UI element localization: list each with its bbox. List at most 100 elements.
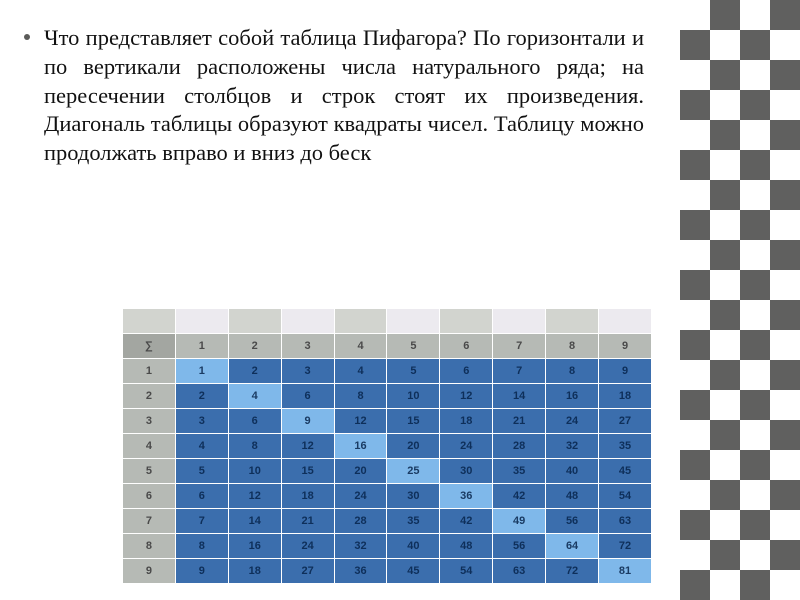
table-cell: 63 xyxy=(599,509,652,534)
table-col-header: 1 xyxy=(175,334,228,359)
table-col-header: 9 xyxy=(599,334,652,359)
table-cell: 27 xyxy=(281,559,334,584)
table-row-header: 9 xyxy=(123,559,176,584)
paragraph-text: Что представляет собой таблица Пифагора?… xyxy=(44,24,644,168)
table-corner: ∑ xyxy=(123,334,176,359)
table-cell: 14 xyxy=(228,509,281,534)
table-cell-diagonal: 1 xyxy=(175,359,228,384)
table-blank-cell xyxy=(493,309,546,334)
table-cell: 32 xyxy=(546,434,599,459)
table-cell: 27 xyxy=(599,409,652,434)
table-row-header: 5 xyxy=(123,459,176,484)
table-cell: 9 xyxy=(599,359,652,384)
table-cell: 45 xyxy=(387,559,440,584)
table-row-header: 3 xyxy=(123,409,176,434)
table-blank-cell xyxy=(440,309,493,334)
pythagoras-table: ∑123456789112345678922468101214161833691… xyxy=(122,308,652,584)
table-cell: 20 xyxy=(334,459,387,484)
table-row-header: 4 xyxy=(123,434,176,459)
table-cell: 12 xyxy=(440,384,493,409)
table-cell: 18 xyxy=(440,409,493,434)
table-cell: 48 xyxy=(440,534,493,559)
table-cell: 21 xyxy=(493,409,546,434)
table-cell: 30 xyxy=(440,459,493,484)
table-cell: 40 xyxy=(546,459,599,484)
table-cell: 12 xyxy=(281,434,334,459)
table-col-header: 8 xyxy=(546,334,599,359)
table-cell: 42 xyxy=(440,509,493,534)
table-cell-diagonal: 64 xyxy=(546,534,599,559)
table-blank-cell xyxy=(546,309,599,334)
table-blank-cell xyxy=(228,309,281,334)
table-blank-cell xyxy=(387,309,440,334)
table-cell-diagonal: 81 xyxy=(599,559,652,584)
table-cell: 54 xyxy=(440,559,493,584)
table-col-header: 2 xyxy=(228,334,281,359)
table-cell: 28 xyxy=(334,509,387,534)
table-cell-diagonal: 25 xyxy=(387,459,440,484)
table-col-header: 4 xyxy=(334,334,387,359)
table-blank-cell xyxy=(123,309,176,334)
table-cell: 16 xyxy=(546,384,599,409)
table-cell: 72 xyxy=(599,534,652,559)
table-cell-diagonal: 16 xyxy=(334,434,387,459)
table-cell: 24 xyxy=(334,484,387,509)
table-cell: 4 xyxy=(175,434,228,459)
table-cell: 2 xyxy=(228,359,281,384)
table-row-header: 8 xyxy=(123,534,176,559)
table-cell: 30 xyxy=(387,484,440,509)
table-row-header: 2 xyxy=(123,384,176,409)
table-cell: 3 xyxy=(281,359,334,384)
table-cell: 6 xyxy=(440,359,493,384)
table-cell: 40 xyxy=(387,534,440,559)
table-cell: 5 xyxy=(387,359,440,384)
table-cell: 8 xyxy=(228,434,281,459)
table-cell: 18 xyxy=(281,484,334,509)
table-cell: 36 xyxy=(334,559,387,584)
table-cell: 72 xyxy=(546,559,599,584)
table-col-header: 7 xyxy=(493,334,546,359)
table-cell: 18 xyxy=(599,384,652,409)
table-blank-cell xyxy=(334,309,387,334)
checker-strip xyxy=(680,0,800,600)
slide: Что представляет собой таблица Пифагора?… xyxy=(0,0,800,600)
table-col-header: 6 xyxy=(440,334,493,359)
table-cell: 35 xyxy=(387,509,440,534)
table-cell: 7 xyxy=(175,509,228,534)
table-cell: 8 xyxy=(175,534,228,559)
table-cell: 56 xyxy=(546,509,599,534)
table-cell: 12 xyxy=(334,409,387,434)
table-cell: 45 xyxy=(599,459,652,484)
table-row-header: 6 xyxy=(123,484,176,509)
table-cell: 20 xyxy=(387,434,440,459)
table-cell: 6 xyxy=(175,484,228,509)
table-blank-cell xyxy=(175,309,228,334)
table-cell: 4 xyxy=(334,359,387,384)
table-cell: 35 xyxy=(493,459,546,484)
bullet-icon xyxy=(24,34,30,40)
table-col-header: 3 xyxy=(281,334,334,359)
table-cell: 6 xyxy=(228,409,281,434)
table-cell: 6 xyxy=(281,384,334,409)
table-cell: 21 xyxy=(281,509,334,534)
table-row-header: 7 xyxy=(123,509,176,534)
table-cell: 56 xyxy=(493,534,546,559)
table-cell: 10 xyxy=(228,459,281,484)
table-blank-cell xyxy=(281,309,334,334)
table-cell: 24 xyxy=(281,534,334,559)
table-cell: 8 xyxy=(546,359,599,384)
table-cell: 14 xyxy=(493,384,546,409)
table-row-header: 1 xyxy=(123,359,176,384)
table-cell: 5 xyxy=(175,459,228,484)
table-cell: 24 xyxy=(440,434,493,459)
table-cell-diagonal: 4 xyxy=(228,384,281,409)
table-cell: 28 xyxy=(493,434,546,459)
table-cell: 10 xyxy=(387,384,440,409)
table-cell-diagonal: 9 xyxy=(281,409,334,434)
table-cell-diagonal: 36 xyxy=(440,484,493,509)
table-blank-cell xyxy=(599,309,652,334)
table-cell: 8 xyxy=(334,384,387,409)
table-cell: 3 xyxy=(175,409,228,434)
table-cell: 48 xyxy=(546,484,599,509)
table-cell: 16 xyxy=(228,534,281,559)
